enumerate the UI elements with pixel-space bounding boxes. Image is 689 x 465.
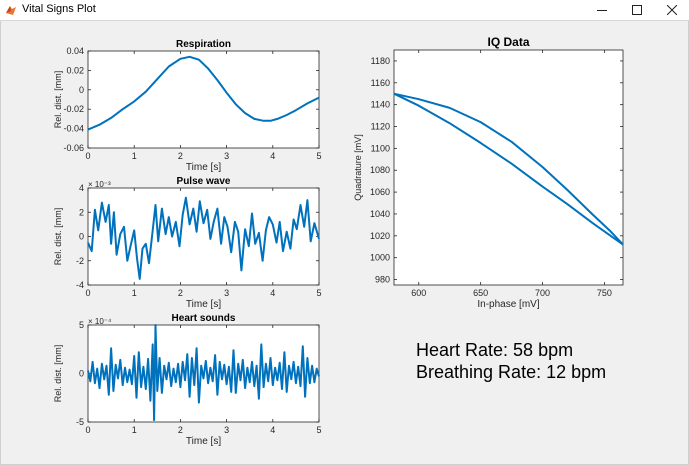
iq-data-ytick-label: 1040	[370, 209, 390, 219]
iq-data-series-line-0	[393, 92, 624, 246]
pulse-wave-ytick-label: 4	[79, 183, 84, 193]
iq-data-ytick-label: 1080	[370, 165, 390, 175]
heart-sounds-xtick-label: 3	[224, 425, 229, 435]
heart-sounds-ytick-label: 5	[79, 320, 84, 330]
iq-data-xtick-label: 600	[411, 288, 426, 298]
heart-rate-readout: Heart Rate: 58 bpm	[416, 340, 574, 360]
pulse-wave-xlabel: Time [s]	[186, 299, 221, 310]
figure-svg: 0 1 2 3 4 5 -0.06 -0.04 -0.02 0 0.02 0.04 Respiratio…	[53, 35, 624, 447]
heart-sounds-xtick-label: 2	[178, 425, 183, 435]
pulse-wave-ytick-label: -2	[76, 256, 84, 266]
respiration-title: Respiration	[176, 39, 231, 50]
close-icon	[667, 5, 677, 15]
iq-data-ytick-label: 980	[375, 275, 390, 285]
pulse-wave-xtick-label: 3	[224, 288, 229, 298]
maximize-icon	[632, 5, 642, 15]
respiration-ytick-label: -0.02	[63, 104, 84, 114]
respiration-ytick-label: 0	[79, 85, 84, 95]
iq-data-plot: 600 650 700 750 980 1000 1020 1040 1060 1080 1100 1…	[353, 35, 624, 310]
iq-data-xtick-label: 650	[473, 288, 488, 298]
pulse-wave-ylabel: Rel. dist. [mm]	[53, 208, 63, 266]
iq-data-ytick-label: 1100	[371, 143, 390, 153]
pulse-wave-ytick-label: -4	[76, 280, 84, 290]
pulse-wave-axes-box	[87, 187, 320, 286]
matlab-app-icon	[6, 6, 16, 15]
respiration-ylabel: Rel. dist. [mm]	[53, 71, 63, 129]
pulse-wave-xtick-label: 4	[270, 288, 275, 298]
pulse-wave-series-line-0	[87, 196, 320, 280]
iq-data-ytick-label: 1060	[370, 187, 390, 197]
iq-data-xtick-label: 700	[535, 288, 550, 298]
pulse-wave-ytick-label: 2	[79, 207, 84, 217]
iq-data-xtick-label: 750	[597, 288, 612, 298]
iq-data-ylabel: Quadrature [mV]	[353, 134, 363, 201]
respiration-plot: 0 1 2 3 4 5 -0.06 -0.04 -0.02 0 0.02 0.04 Respiratio…	[53, 39, 322, 173]
pulse-wave-plot: 0 1 2 3 4 5 -4 -2 0 2 4 Pulse wave Time [s] Rel. dist…	[53, 176, 322, 310]
maximize-button[interactable]	[620, 0, 654, 20]
respiration-xtick-label: 3	[224, 151, 229, 161]
heart-sounds-xtick-label: 0	[85, 425, 90, 435]
respiration-ytick-label: -0.04	[63, 124, 84, 134]
respiration-axes-box	[87, 50, 320, 149]
respiration-xtick-label: 2	[178, 151, 183, 161]
pulse-wave-xtick-label: 1	[132, 288, 137, 298]
iq-data-ytick-label: 1180	[371, 56, 390, 66]
respiration-ytick-label: 0.02	[66, 65, 84, 75]
heart-sounds-series-line-0	[87, 324, 320, 422]
iq-data-ytick-label: 1160	[371, 78, 390, 88]
heart-sounds-exponent-label: × 10⁻⁴	[88, 317, 112, 326]
minimize-icon	[597, 10, 607, 11]
respiration-series-line-0	[87, 55, 320, 131]
pulse-wave-exponent-label: × 10⁻³	[88, 180, 111, 189]
figure-canvas: 0 1 2 3 4 5 -0.06 -0.04 -0.02 0 0.02 0.04 Respiratio…	[0, 21, 689, 465]
iq-data-xlabel: In-phase [mV]	[477, 299, 539, 310]
pulse-wave-ytick-label: 0	[79, 232, 84, 242]
iq-data-ytick-label: 1020	[370, 231, 390, 241]
heart-sounds-ytick-label: -5	[76, 417, 84, 427]
heart-sounds-xtick-label: 1	[132, 425, 137, 435]
respiration-ytick-label: 0.04	[66, 46, 84, 56]
pulse-wave-title: Pulse wave	[177, 176, 231, 187]
pulse-wave-xtick-label: 0	[85, 288, 90, 298]
respiration-xtick-label: 1	[132, 151, 137, 161]
heart-sounds-xlabel: Time [s]	[186, 436, 221, 447]
respiration-xtick-label: 5	[316, 151, 321, 161]
iq-data-title: IQ Data	[487, 35, 529, 49]
minimize-button[interactable]	[585, 0, 619, 20]
pulse-wave-xtick-label: 5	[316, 288, 321, 298]
iq-data-series-line-1	[393, 92, 624, 246]
respiration-xtick-label: 0	[85, 151, 90, 161]
respiration-xlabel: Time [s]	[186, 162, 221, 173]
respiration-ytick-label: -0.06	[63, 143, 84, 153]
window-titlebar: Vital Signs Plot	[0, 0, 689, 21]
close-button[interactable]	[655, 0, 689, 20]
heart-sounds-title: Heart sounds	[172, 313, 236, 324]
iq-data-ytick-label: 1140	[371, 100, 390, 110]
iq-data-ytick-label: 1120	[371, 122, 390, 132]
pulse-wave-xtick-label: 2	[178, 288, 183, 298]
heart-sounds-xtick-label: 4	[270, 425, 275, 435]
heart-sounds-ylabel: Rel. dist. [mm]	[53, 345, 63, 403]
window-title: Vital Signs Plot	[22, 3, 96, 15]
heart-sounds-ytick-label: 0	[79, 369, 84, 379]
respiration-xtick-label: 4	[270, 151, 275, 161]
breathing-rate-readout: Breathing Rate: 12 bpm	[416, 362, 607, 382]
iq-data-ytick-label: 1000	[370, 253, 390, 263]
iq-data-axes-box	[393, 49, 624, 286]
heart-sounds-xtick-label: 5	[316, 425, 321, 435]
